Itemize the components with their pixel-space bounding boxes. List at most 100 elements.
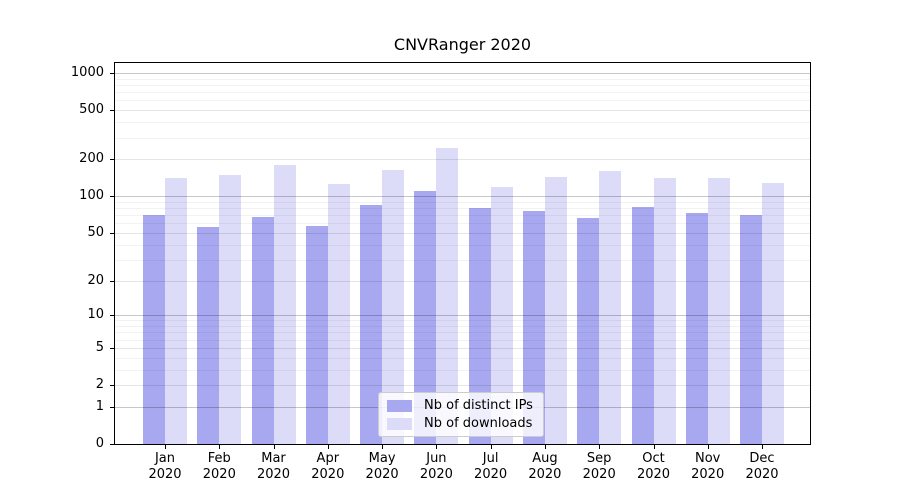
gridline-1000 [115,73,810,74]
x-tick-label-jul-2020: Jul 2020 [474,451,508,482]
legend: Nb of distinct IPs Nb of downloads [378,392,544,437]
bar-nb-of-distinct-ips-may-2020 [360,204,383,444]
x-tick-label-jan-2020: Jan 2020 [148,451,182,482]
y-tick-0 [110,444,114,445]
x-tick-mar-2020 [273,445,275,449]
gridline-200 [115,159,810,161]
x-tick-may-2020 [382,445,384,449]
x-tick-label-oct-2020: Oct 2020 [636,451,671,482]
bar-nb-of-distinct-ips-mar-2020 [251,217,274,444]
minor-gridline-300 [115,137,810,139]
minor-gridline-8 [115,326,810,327]
x-tick-label-aug-2020: Aug 2020 [528,451,562,482]
gridline-10 [115,315,810,317]
minor-gridline-900 [115,78,810,80]
bar-nb-of-distinct-ips-jun-2020 [414,190,437,444]
bar-nb-of-downloads-sep-2020 [599,171,622,444]
x-tick-label-apr-2020: Apr 2020 [311,451,345,482]
y-tick-label-200: 200 [79,151,104,167]
y-tick-50 [110,232,114,234]
y-tick-5 [110,347,114,349]
minor-gridline-3 [115,369,810,371]
bar-nb-of-distinct-ips-sep-2020 [577,218,600,444]
bar-nb-of-downloads-nov-2020 [707,178,730,444]
gridline-20 [115,280,810,282]
bar-nb-of-distinct-ips-jan-2020 [143,215,165,444]
minor-gridline-4 [115,357,810,359]
y-tick-label-2: 2 [95,377,104,392]
x-tick-feb-2020 [219,445,221,449]
legend-item-downloads: Nb of downloads [387,416,535,431]
y-tick-2 [110,385,114,386]
bar-nb-of-distinct-ips-aug-2020 [522,210,545,444]
bar-nb-of-downloads-mar-2020 [273,164,296,444]
x-tick-label-jun-2020: Jun 2020 [419,451,453,482]
y-tick-500 [110,110,114,112]
x-tick-dec-2020 [762,445,763,449]
bar-nb-of-downloads-apr-2020 [327,183,350,444]
y-tick-label-500: 500 [79,102,104,118]
x-tick-apr-2020 [327,445,329,449]
chart-title: CNVRanger 2020 [393,35,532,54]
legend-item-distinct-ips: Nb of distinct IPs [387,398,535,413]
bar-nb-of-distinct-ips-dec-2020 [740,215,762,444]
y-tick-10 [110,315,114,317]
gridline-100 [115,196,810,198]
legend-swatch-downloads [387,417,412,430]
y-tick-label-0: 0 [95,436,104,451]
x-tick-label-nov-2020: Nov 2020 [691,451,725,482]
gridline-2 [115,385,810,386]
x-tick-nov-2020 [707,445,709,449]
minor-gridline-80 [115,208,810,209]
bar-nb-of-downloads-jul-2020 [490,186,513,444]
bar-nb-of-downloads-may-2020 [382,169,405,444]
minor-gridline-6 [115,339,810,341]
y-tick-1 [110,406,114,408]
axis-spine-left [114,62,115,445]
bar-nb-of-distinct-ips-jul-2020 [468,208,491,444]
x-tick-label-sep-2020: Sep 2020 [582,451,616,482]
x-tick-jan-2020 [165,445,166,449]
axis-spine-bottom [114,444,811,445]
minor-gridline-700 [115,92,810,94]
minor-gridline-600 [115,100,810,102]
y-tick-label-1: 1 [95,398,104,414]
y-tick-label-10: 10 [87,307,104,323]
legend-label-distinct-ips: Nb of distinct IPs [424,398,533,413]
minor-gridline-800 [115,85,810,86]
x-tick-label-mar-2020: Mar 2020 [256,451,291,482]
y-tick-label-20: 20 [87,272,104,288]
gridline-500 [115,110,810,112]
y-tick-200 [110,159,114,161]
x-tick-aug-2020 [544,445,546,449]
bar-nb-of-distinct-ips-apr-2020 [305,226,328,444]
x-tick-label-may-2020: May 2020 [365,451,399,482]
bar-nb-of-downloads-jan-2020 [165,178,187,444]
bar-nb-of-distinct-ips-nov-2020 [685,212,708,444]
minor-gridline-70 [115,215,810,217]
bar-nb-of-distinct-ips-feb-2020 [197,226,220,444]
gridline-5 [115,347,810,349]
legend-swatch-distinct-ips [387,399,412,412]
x-tick-sep-2020 [599,445,601,449]
y-tick-label-100: 100 [79,188,104,204]
bar-nb-of-downloads-jun-2020 [436,148,459,444]
y-tick-label-5: 5 [95,339,104,355]
axis-spine-top [114,62,811,63]
bar-nb-of-distinct-ips-oct-2020 [631,207,654,444]
x-tick-label-feb-2020: Feb 2020 [202,451,236,482]
bar-nb-of-downloads-aug-2020 [544,177,567,444]
y-tick-100 [110,196,114,198]
bar-nb-of-downloads-oct-2020 [653,178,676,444]
x-tick-jul-2020 [490,445,492,449]
gridline-50 [115,232,810,234]
y-tick-label-1000: 1000 [70,65,104,80]
minor-gridline-90 [115,201,810,203]
minor-gridline-30 [115,259,810,261]
x-tick-jun-2020 [436,445,438,449]
y-tick-20 [110,280,114,282]
axis-spine-right [810,62,811,445]
minor-gridline-7 [115,332,810,334]
y-tick-label-50: 50 [87,224,104,240]
